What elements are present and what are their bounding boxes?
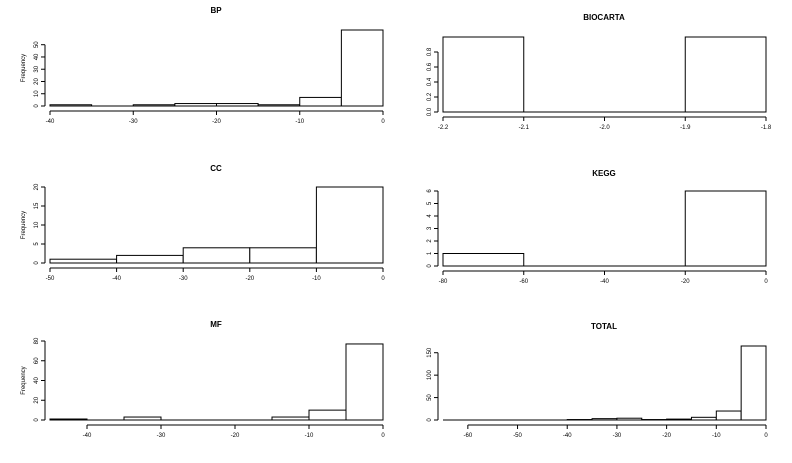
y-axis-label: Frequency bbox=[21, 54, 27, 82]
histogram-bar bbox=[116, 254, 184, 264]
histogram-bar bbox=[249, 247, 317, 264]
histogram-bar bbox=[442, 36, 525, 113]
x-tick-label: -40 bbox=[83, 433, 92, 439]
x-tick-label: -10 bbox=[305, 433, 314, 439]
x-tick-label: -50 bbox=[46, 276, 55, 282]
x-tick-label: -20 bbox=[245, 276, 254, 282]
x-tick-label: -10 bbox=[295, 119, 304, 125]
x-tick-label: -20 bbox=[231, 433, 240, 439]
y-tick-label: 80 bbox=[34, 337, 40, 344]
x-tick-label: -40 bbox=[563, 433, 572, 439]
y-tick-label: 5 bbox=[34, 242, 40, 246]
histogram-bar bbox=[315, 186, 384, 264]
y-tick-label: 100 bbox=[427, 369, 433, 380]
x-tick-label: -2.2 bbox=[438, 125, 449, 131]
y-tick-label: 40 bbox=[34, 53, 40, 60]
y-tick-label: 20 bbox=[34, 183, 40, 190]
y-axis-label: Frequency bbox=[21, 366, 27, 394]
y-tick-label: 30 bbox=[34, 65, 40, 72]
y-tick-label: 0 bbox=[34, 418, 40, 422]
y-tick-label: 0 bbox=[427, 264, 433, 268]
histogram-bp: BP -40 -30 -20 -10 0 0 10 20 30 40 50 Frequency bbox=[21, 6, 385, 125]
histogram-bar bbox=[340, 29, 384, 107]
y-tick-label: 50 bbox=[34, 41, 40, 48]
y-tick-label: 3 bbox=[427, 226, 433, 230]
chart-title: MF bbox=[210, 320, 222, 329]
x-tick-label: -2.1 bbox=[519, 125, 530, 131]
histogram-bar bbox=[740, 345, 767, 421]
x-tick-label: -20 bbox=[212, 119, 221, 125]
y-tick-label: 50 bbox=[427, 394, 433, 401]
histogram-bar bbox=[299, 96, 342, 107]
histogram-bar bbox=[345, 343, 384, 421]
y-tick-label: 4 bbox=[427, 214, 433, 218]
histogram-bar bbox=[715, 410, 742, 421]
y-tick-label: 10 bbox=[34, 90, 40, 97]
y-tick-label: 2 bbox=[427, 239, 433, 243]
histogram-bar bbox=[684, 36, 767, 113]
y-tick-label: 20 bbox=[34, 396, 40, 403]
x-tick-label: -80 bbox=[439, 279, 448, 285]
x-tick-label: -40 bbox=[46, 119, 55, 125]
histogram-bar bbox=[442, 253, 525, 267]
x-tick-label: -40 bbox=[112, 276, 121, 282]
histogram-bar bbox=[182, 247, 251, 264]
histogram-bar bbox=[308, 409, 347, 421]
x-tick-label: 0 bbox=[381, 433, 385, 439]
x-tick-label: -20 bbox=[662, 433, 671, 439]
x-tick-label: 0 bbox=[764, 279, 768, 285]
y-tick-label: 0.8 bbox=[427, 47, 433, 56]
y-tick-label: 0 bbox=[427, 418, 433, 422]
x-tick-label: -20 bbox=[681, 279, 690, 285]
y-tick-label: 1 bbox=[427, 251, 433, 255]
x-tick-label: -1.9 bbox=[680, 125, 691, 131]
x-tick-label: -2.0 bbox=[599, 125, 610, 131]
histogram-biocarta: BIOCARTA -2.2 -2.1 -2.0 -1.9 -1.8 0.0 0.2 0.4 0.6… bbox=[427, 13, 772, 131]
y-tick-label: 10 bbox=[34, 221, 40, 228]
y-tick-label: 0.6 bbox=[427, 62, 433, 71]
x-tick-label: 0 bbox=[381, 276, 385, 282]
x-tick-label: -30 bbox=[129, 119, 138, 125]
y-tick-label: 15 bbox=[34, 202, 40, 209]
histogram-bar bbox=[49, 258, 118, 264]
x-tick-label: -1.8 bbox=[761, 125, 772, 131]
y-tick-label: 0.2 bbox=[427, 92, 433, 101]
y-tick-label: 0 bbox=[34, 104, 40, 108]
y-tick-label: 20 bbox=[34, 77, 40, 84]
y-tick-label: 0 bbox=[34, 261, 40, 265]
histogram-total: TOTAL -60 -50 -40 -30 -20 -10 0 0 50 100 150 bbox=[427, 322, 768, 439]
x-tick-label: -10 bbox=[712, 433, 721, 439]
x-tick-label: -50 bbox=[513, 433, 522, 439]
y-tick-label: 5 bbox=[427, 201, 433, 205]
histogram-mf: MF -40 -30 -20 -10 0 0 20 40 60 80 Frequency bbox=[21, 320, 385, 439]
y-tick-label: 0.0 bbox=[427, 107, 433, 116]
x-tick-label: -30 bbox=[179, 276, 188, 282]
x-tick-label: -60 bbox=[519, 279, 528, 285]
chart-title: BP bbox=[210, 6, 222, 15]
y-tick-label: 150 bbox=[427, 347, 433, 358]
chart-title: KEGG bbox=[592, 169, 616, 178]
x-tick-label: 0 bbox=[764, 433, 768, 439]
y-tick-label: 6 bbox=[427, 189, 433, 193]
chart-title: BIOCARTA bbox=[583, 13, 625, 22]
chart-title: CC bbox=[210, 164, 222, 173]
y-tick-label: 0.4 bbox=[427, 77, 433, 86]
chart-title: TOTAL bbox=[591, 322, 617, 331]
x-tick-label: -10 bbox=[312, 276, 321, 282]
y-tick-label: 60 bbox=[34, 357, 40, 364]
y-axis-label: Frequency bbox=[21, 211, 27, 239]
x-tick-label: -60 bbox=[464, 433, 473, 439]
histogram-bar bbox=[684, 190, 767, 267]
y-tick-label: 40 bbox=[34, 377, 40, 384]
histogram-cc: CC -50 -40 -30 -20 -10 0 0 5 10 15 20 Frequency bbox=[21, 164, 385, 282]
histogram-kegg: KEGG -80 -60 -40 -20 0 0 1 2 3 4 5 6 bbox=[427, 169, 768, 285]
x-tick-label: 0 bbox=[381, 119, 385, 125]
x-tick-label: -40 bbox=[600, 279, 609, 285]
x-tick-label: -30 bbox=[157, 433, 166, 439]
x-tick-label: -30 bbox=[613, 433, 622, 439]
